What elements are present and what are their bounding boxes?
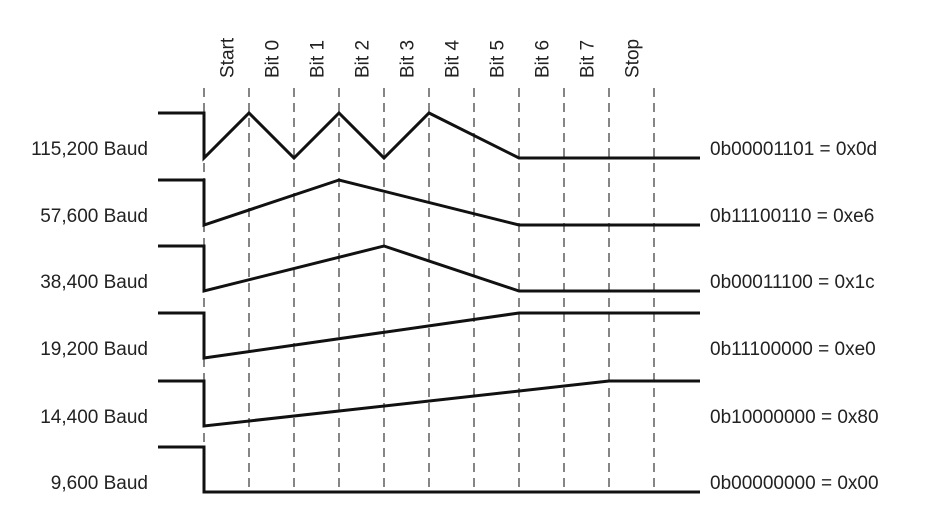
column-label: Bit 5 [488, 40, 509, 78]
waveform-line [158, 244, 700, 293]
baud-rate-label: 19,200 Baud [40, 339, 148, 360]
column-label: Bit 0 [263, 40, 284, 78]
decoded-value-label: 0b11100110 = 0xe6 [710, 206, 874, 227]
waveforms [158, 110, 700, 494]
column-label: Start [218, 37, 239, 78]
column-label: Stop [623, 39, 644, 78]
baud-rate-labels: 115,200 Baud 57,600 Baud 38,400 Baud 19,200… [31, 139, 148, 494]
baud-rate-label: 9,600 Baud [51, 473, 148, 494]
decoded-value-label: 0b00011100 = 0x1c [710, 272, 875, 293]
waveform-line [158, 311, 700, 360]
decoded-value-label: 0b00000000 = 0x00 [710, 473, 879, 494]
baud-rate-label: 57,600 Baud [40, 206, 148, 227]
baud-rate-label: 14,400 Baud [40, 407, 148, 428]
decoded-value-label: 0b11100000 = 0xe0 [710, 339, 876, 360]
column-label: Bit 3 [398, 40, 419, 78]
bit-column-labels: Start Bit 0 Bit 1 Bit 2 Bit 3 Bit 4 Bit 5 Bit 6… [218, 37, 644, 78]
decoded-value-labels: 0b00001101 = 0x0d 0b11100110 = 0xe6 0b0001… [710, 139, 879, 494]
waveform-line [158, 379, 700, 428]
baud-rate-label: 115,200 Baud [31, 139, 148, 160]
waveform-line [158, 178, 700, 228]
waveform-line [158, 110, 700, 162]
decoded-value-label: 0b00001101 = 0x0d [710, 139, 877, 160]
column-label: Bit 4 [443, 40, 464, 78]
column-label: Bit 2 [353, 40, 374, 78]
column-label: Bit 1 [308, 40, 329, 78]
baud-rate-label: 38,400 Baud [40, 272, 148, 293]
waveform-line [158, 445, 700, 494]
column-label: Bit 6 [533, 40, 554, 78]
decoded-value-label: 0b10000000 = 0x80 [710, 407, 879, 428]
column-label: Bit 7 [578, 40, 599, 78]
